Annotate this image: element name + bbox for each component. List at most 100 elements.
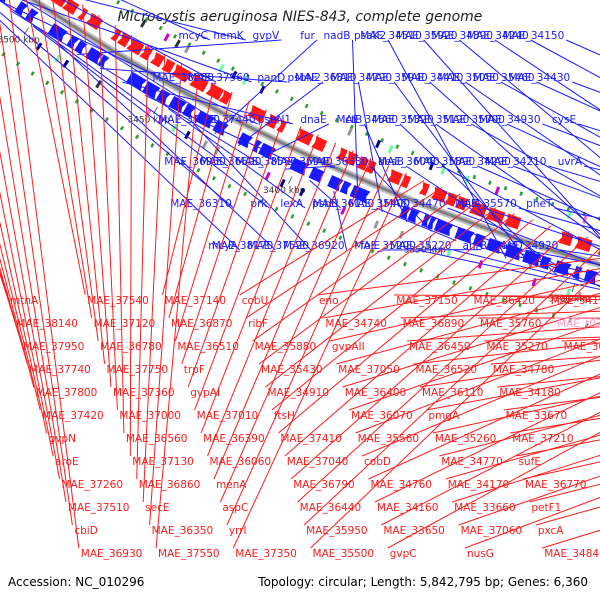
reverse-gene-label: MAE_37750: [107, 364, 169, 376]
reverse-gene-label-connector: [174, 100, 250, 342]
reverse-gene-arrow: [77, 7, 89, 21]
reverse-gene-label: MAE_34160: [377, 502, 439, 514]
gc-mark: [518, 302, 522, 308]
misc-feature: [163, 33, 170, 42]
reverse-gene-label: ftsH: [274, 410, 295, 422]
reverse-gene-label: MAE_34190: [551, 295, 600, 307]
reverse-gene-label: nusG: [467, 548, 494, 560]
reverse-gene-arrow: [218, 90, 233, 105]
reverse-gene-label-connector: [0, 21, 73, 526]
reverse-gene-label: MAE_36230: [564, 341, 600, 353]
reverse-gene-label-connector: [114, 25, 125, 434]
misc-feature: [477, 260, 484, 269]
reverse-gene-label-connector: [297, 236, 589, 503]
reverse-gene-arrow: [150, 52, 165, 68]
reverse-gene-label-connector: [161, 82, 216, 296]
gc-mark: [488, 180, 492, 186]
forward-gene-label-connector: [357, 81, 383, 213]
gc-mark: [30, 71, 35, 76]
gc-mark: [419, 268, 424, 273]
reverse-gene-label-connector: [348, 322, 600, 411]
gc-mark: [519, 191, 523, 197]
reverse-gene-label: MAE_37140: [164, 295, 226, 307]
gc-mark: [290, 214, 295, 219]
reverse-gene-label: MAE_37060: [461, 525, 523, 537]
forward-gene-label-connector: [214, 39, 318, 135]
forward-gene-arrow: [85, 47, 104, 65]
forward-gene-label: MAE_34210: [485, 156, 547, 168]
reverse-gene-label-connector: [451, 454, 600, 503]
gc-mark: [395, 144, 400, 150]
forward-gene-label-connector: [429, 81, 600, 235]
reverse-gene-label: aroE: [55, 456, 79, 468]
reverse-gene-label: MAE_37410: [280, 433, 342, 445]
forward-gene-label-connector: [120, 0, 211, 41]
reverse-gene-label-connector: [361, 355, 600, 457]
gc-mark: [158, 25, 163, 31]
reverse-gene-label-connector: [52, 0, 99, 342]
forward-gene-arrow: [349, 184, 371, 203]
reverse-gene-label: cbiD: [74, 525, 97, 537]
forward-gene-label: MAE_34470: [384, 198, 446, 210]
reverse-gene-label-connector: [149, 64, 182, 526]
forward-gene-label: pheT: [526, 198, 553, 210]
forward-gene-label-connector: [20, 0, 252, 83]
reverse-gene-label: MAE_35880: [255, 341, 317, 353]
reverse-gene-label-connector: [0, 266, 28, 365]
reverse-gene-label: MAE_37040: [287, 456, 349, 468]
reverse-gene-label: cobU: [242, 295, 269, 307]
reverse-gene-label-connector: [374, 392, 600, 503]
misc-feature: [494, 186, 501, 195]
misc-feature: [213, 146, 221, 155]
reverse-gene-label-connector: [290, 231, 570, 480]
reverse-gene-arrow: [116, 32, 132, 48]
reverse-gene-label: MAE_37350: [235, 548, 297, 560]
forward-gene-label: MAE_35920: [396, 30, 458, 42]
gc-mark: [452, 280, 456, 285]
reverse-gene-label-connector: [252, 193, 461, 342]
reverse-gene-label-connector: [445, 434, 600, 480]
forward-gene-label: MAE_35460: [473, 72, 535, 84]
reverse-gene-arrow: [126, 38, 145, 56]
forward-gene-label-connector: [22, 0, 223, 125]
forward-gene-label-connector: [122, 81, 294, 125]
forward-gene-label: MAE_36150: [313, 198, 375, 210]
gc-mark: [338, 235, 343, 241]
reverse-gene-label: secE: [145, 502, 169, 514]
reverse-gene-label: yrrI: [229, 525, 247, 537]
forward-gene-arrow: [308, 166, 326, 183]
reverse-gene-label-connector: [200, 134, 319, 434]
reverse-gene-label: MAE_34910: [267, 387, 329, 399]
forward-gene-arrow: [407, 208, 420, 224]
forward-gene-label: ictB: [342, 114, 362, 126]
reverse-gene-label-connector: [142, 54, 166, 503]
forward-gene-label: nadD: [495, 240, 523, 252]
reverse-gene-label: MAE_37800: [36, 387, 98, 399]
gc-mark: [227, 183, 232, 189]
tick-mark: [571, 284, 575, 293]
misc-feature: [425, 240, 432, 250]
tick-label: 3300 kbp: [548, 294, 591, 304]
forward-gene-label: uvrA: [558, 156, 583, 168]
forward-gene-label-connector: [0, 11, 235, 209]
misc-feature: [54, 54, 62, 63]
tick-label: 3500 kbp: [0, 36, 40, 46]
forward-gene-label-connector: [506, 123, 600, 168]
forward-gene-label: MAE_35050: [437, 72, 499, 84]
reverse-gene-label-connector: [355, 338, 600, 434]
reverse-gene-label-connector: [432, 395, 600, 434]
reverse-gene-label: gvpC: [390, 548, 417, 560]
forward-gene-label: MAE_35400: [348, 198, 410, 210]
reverse-gene-label-connector: [38, 0, 93, 319]
gc-mark: [322, 228, 327, 234]
reverse-gene-label-connector: [439, 414, 600, 457]
reverse-gene-arrow: [205, 83, 224, 101]
reverse-gene-arrow: [247, 104, 267, 123]
forward-gene-label-connector: [10, 10, 264, 167]
reverse-gene-arrow: [62, 0, 80, 15]
forward-gene-arrow: [14, 1, 29, 16]
reverse-gene-arrow: [295, 128, 314, 146]
gc-mark: [503, 185, 508, 191]
forward-gene-label: MAE_34430: [509, 72, 571, 84]
gc-mark: [535, 196, 539, 202]
